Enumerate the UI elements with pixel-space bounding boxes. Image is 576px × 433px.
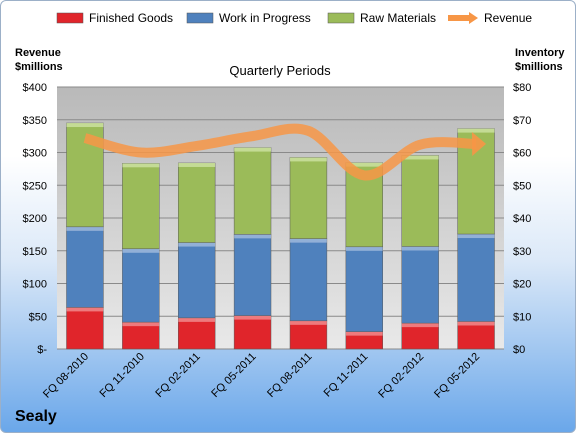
bar-segment-highlight	[401, 246, 439, 251]
bar-segment-highlight	[457, 128, 495, 133]
bar-segment	[289, 320, 328, 350]
left-axis-title-line1: Revenue	[15, 47, 61, 59]
right-tick-label: $0	[513, 344, 525, 356]
legend-swatch	[186, 12, 214, 24]
x-tick-label: FQ 08-2011	[265, 351, 314, 400]
left-tick-label: $100	[23, 279, 47, 291]
bar-segment-highlight	[401, 323, 439, 328]
bar-segment	[122, 163, 160, 250]
bar-segment-highlight	[289, 238, 327, 243]
bar-segment-highlight	[401, 155, 439, 160]
legend-label: Work in Progress	[219, 11, 311, 25]
left-tick-label: $150	[23, 246, 47, 258]
bar-segment-highlight	[178, 317, 216, 322]
x-tick-label: FQ 02-2011	[153, 351, 202, 400]
company-name: Sealy	[15, 408, 57, 425]
bar-segment-highlight	[122, 248, 160, 253]
right-tick-label: $30	[513, 246, 531, 258]
bar-segment	[401, 155, 439, 247]
bar-segment-highlight	[66, 307, 104, 312]
left-tick-label: $400	[23, 82, 47, 94]
right-tick-label: $70	[513, 115, 531, 127]
left-tick-label: $200	[23, 213, 47, 225]
x-tick-label: FQ 05-2012	[432, 351, 482, 401]
legend-label: Finished Goods	[89, 11, 173, 25]
bar-segment	[457, 233, 495, 322]
bar-segment-highlight	[178, 162, 216, 167]
legend-label: Revenue	[484, 11, 532, 25]
x-tick-label: FQ 08-2010	[41, 351, 91, 401]
bar-segment	[233, 315, 272, 350]
bar-segment	[66, 307, 104, 350]
bar-segment	[233, 234, 272, 316]
bar-segment	[122, 248, 160, 323]
bar-segment-highlight	[345, 246, 383, 251]
chart-title: Quarterly Periods	[229, 63, 331, 78]
legend-label: Raw Materials	[360, 11, 436, 25]
bar-segment-highlight	[234, 234, 272, 239]
right-axis-title-line1: Inventory	[515, 47, 565, 59]
bar-segment	[122, 321, 160, 350]
right-axis-title-line2: $millions	[515, 61, 563, 73]
right-tick-label: $10	[513, 311, 531, 323]
bar-segment	[289, 238, 328, 322]
left-tick-label: $350	[23, 115, 47, 127]
bar-segment	[345, 246, 384, 332]
bar-segment	[401, 246, 439, 324]
bar-segment-highlight	[122, 322, 160, 327]
bar-segment	[66, 226, 104, 308]
bar-segment	[177, 162, 216, 243]
bar-segment	[289, 157, 328, 239]
left-axis-title-line2: $millions	[15, 61, 63, 73]
right-tick-label: $80	[513, 82, 531, 94]
bar-segment	[401, 322, 439, 350]
bar-segment-highlight	[457, 234, 495, 239]
bar-segment-highlight	[122, 163, 160, 168]
left-tick-label: $50	[29, 311, 47, 323]
bar-segment	[457, 321, 495, 350]
bar-segment-highlight	[289, 320, 327, 325]
bar-segment	[177, 317, 216, 350]
legend-arrowhead	[469, 12, 478, 24]
right-tick-label: $50	[513, 180, 531, 192]
bar-segment-highlight	[234, 147, 272, 152]
bar-segment	[177, 242, 216, 319]
bar-segment-highlight	[66, 226, 104, 231]
bar-segment-highlight	[345, 162, 383, 167]
x-tick-label: FQ 02-2012	[376, 351, 426, 401]
right-tick-label: $20	[513, 279, 531, 291]
revenue-line	[83, 123, 477, 181]
bar-segment-highlight	[234, 315, 272, 320]
x-tick-label: FQ 05-2011	[209, 351, 258, 400]
left-tick-label: $300	[23, 148, 47, 160]
bar-segment-highlight	[66, 123, 104, 128]
bar-segment-highlight	[178, 242, 216, 247]
right-tick-label: $60	[513, 148, 531, 160]
x-tick-label: FQ 11-2011	[322, 351, 371, 400]
left-tick-label: $-	[37, 344, 47, 356]
legend-swatch	[56, 12, 84, 24]
bar-segment	[233, 147, 272, 235]
right-tick-label: $40	[513, 213, 531, 225]
legend-swatch	[327, 12, 355, 24]
bar-segment-highlight	[457, 321, 495, 326]
bar-segment-highlight	[345, 331, 383, 336]
x-tick-label: FQ 11-2010	[98, 351, 147, 400]
revenue-arrowhead	[471, 132, 487, 157]
bar-segment-highlight	[289, 157, 327, 162]
left-tick-label: $250	[23, 180, 47, 192]
